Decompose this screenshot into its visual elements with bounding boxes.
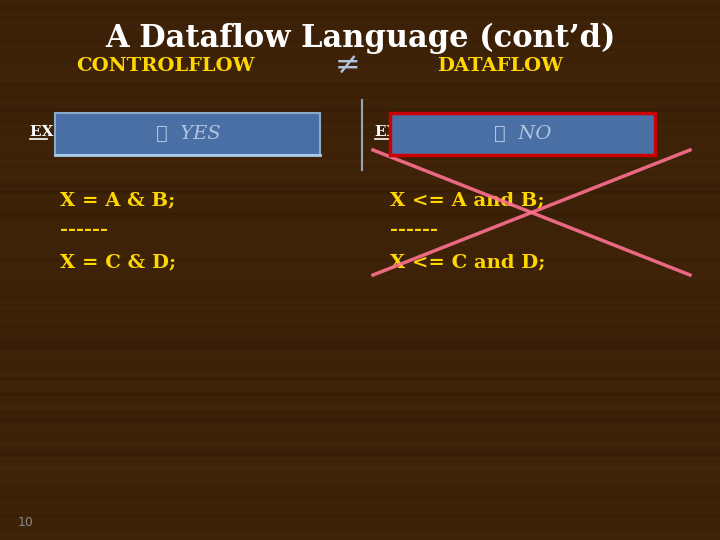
Text: DATAFLOW: DATAFLOW (437, 57, 563, 75)
Text: 10: 10 (18, 516, 34, 529)
Text: ✓  YES: ✓ YES (156, 125, 220, 143)
Bar (55, 113, 320, 155)
Text: X <= A and B;: X <= A and B; (390, 191, 544, 209)
Text: ≠: ≠ (336, 51, 361, 82)
Text: A Dataflow Language (cont’d): A Dataflow Language (cont’d) (105, 22, 615, 53)
Text: ✗  NO: ✗ NO (495, 125, 552, 143)
Text: X = A & B;: X = A & B; (60, 191, 175, 209)
Text: EX: C language assignment: EX: C language assignment (30, 125, 264, 139)
Text: ------: ------ (60, 221, 108, 239)
Text: CONTROLFLOW: CONTROLFLOW (76, 57, 254, 75)
Text: X <= C and D;: X <= C and D; (390, 253, 545, 271)
Bar (390, 113, 655, 155)
Text: X = C & D;: X = C & D; (60, 253, 176, 271)
Text: EX: VHDL signal assignment: EX: VHDL signal assignment (375, 125, 621, 139)
Text: ------: ------ (390, 221, 438, 239)
